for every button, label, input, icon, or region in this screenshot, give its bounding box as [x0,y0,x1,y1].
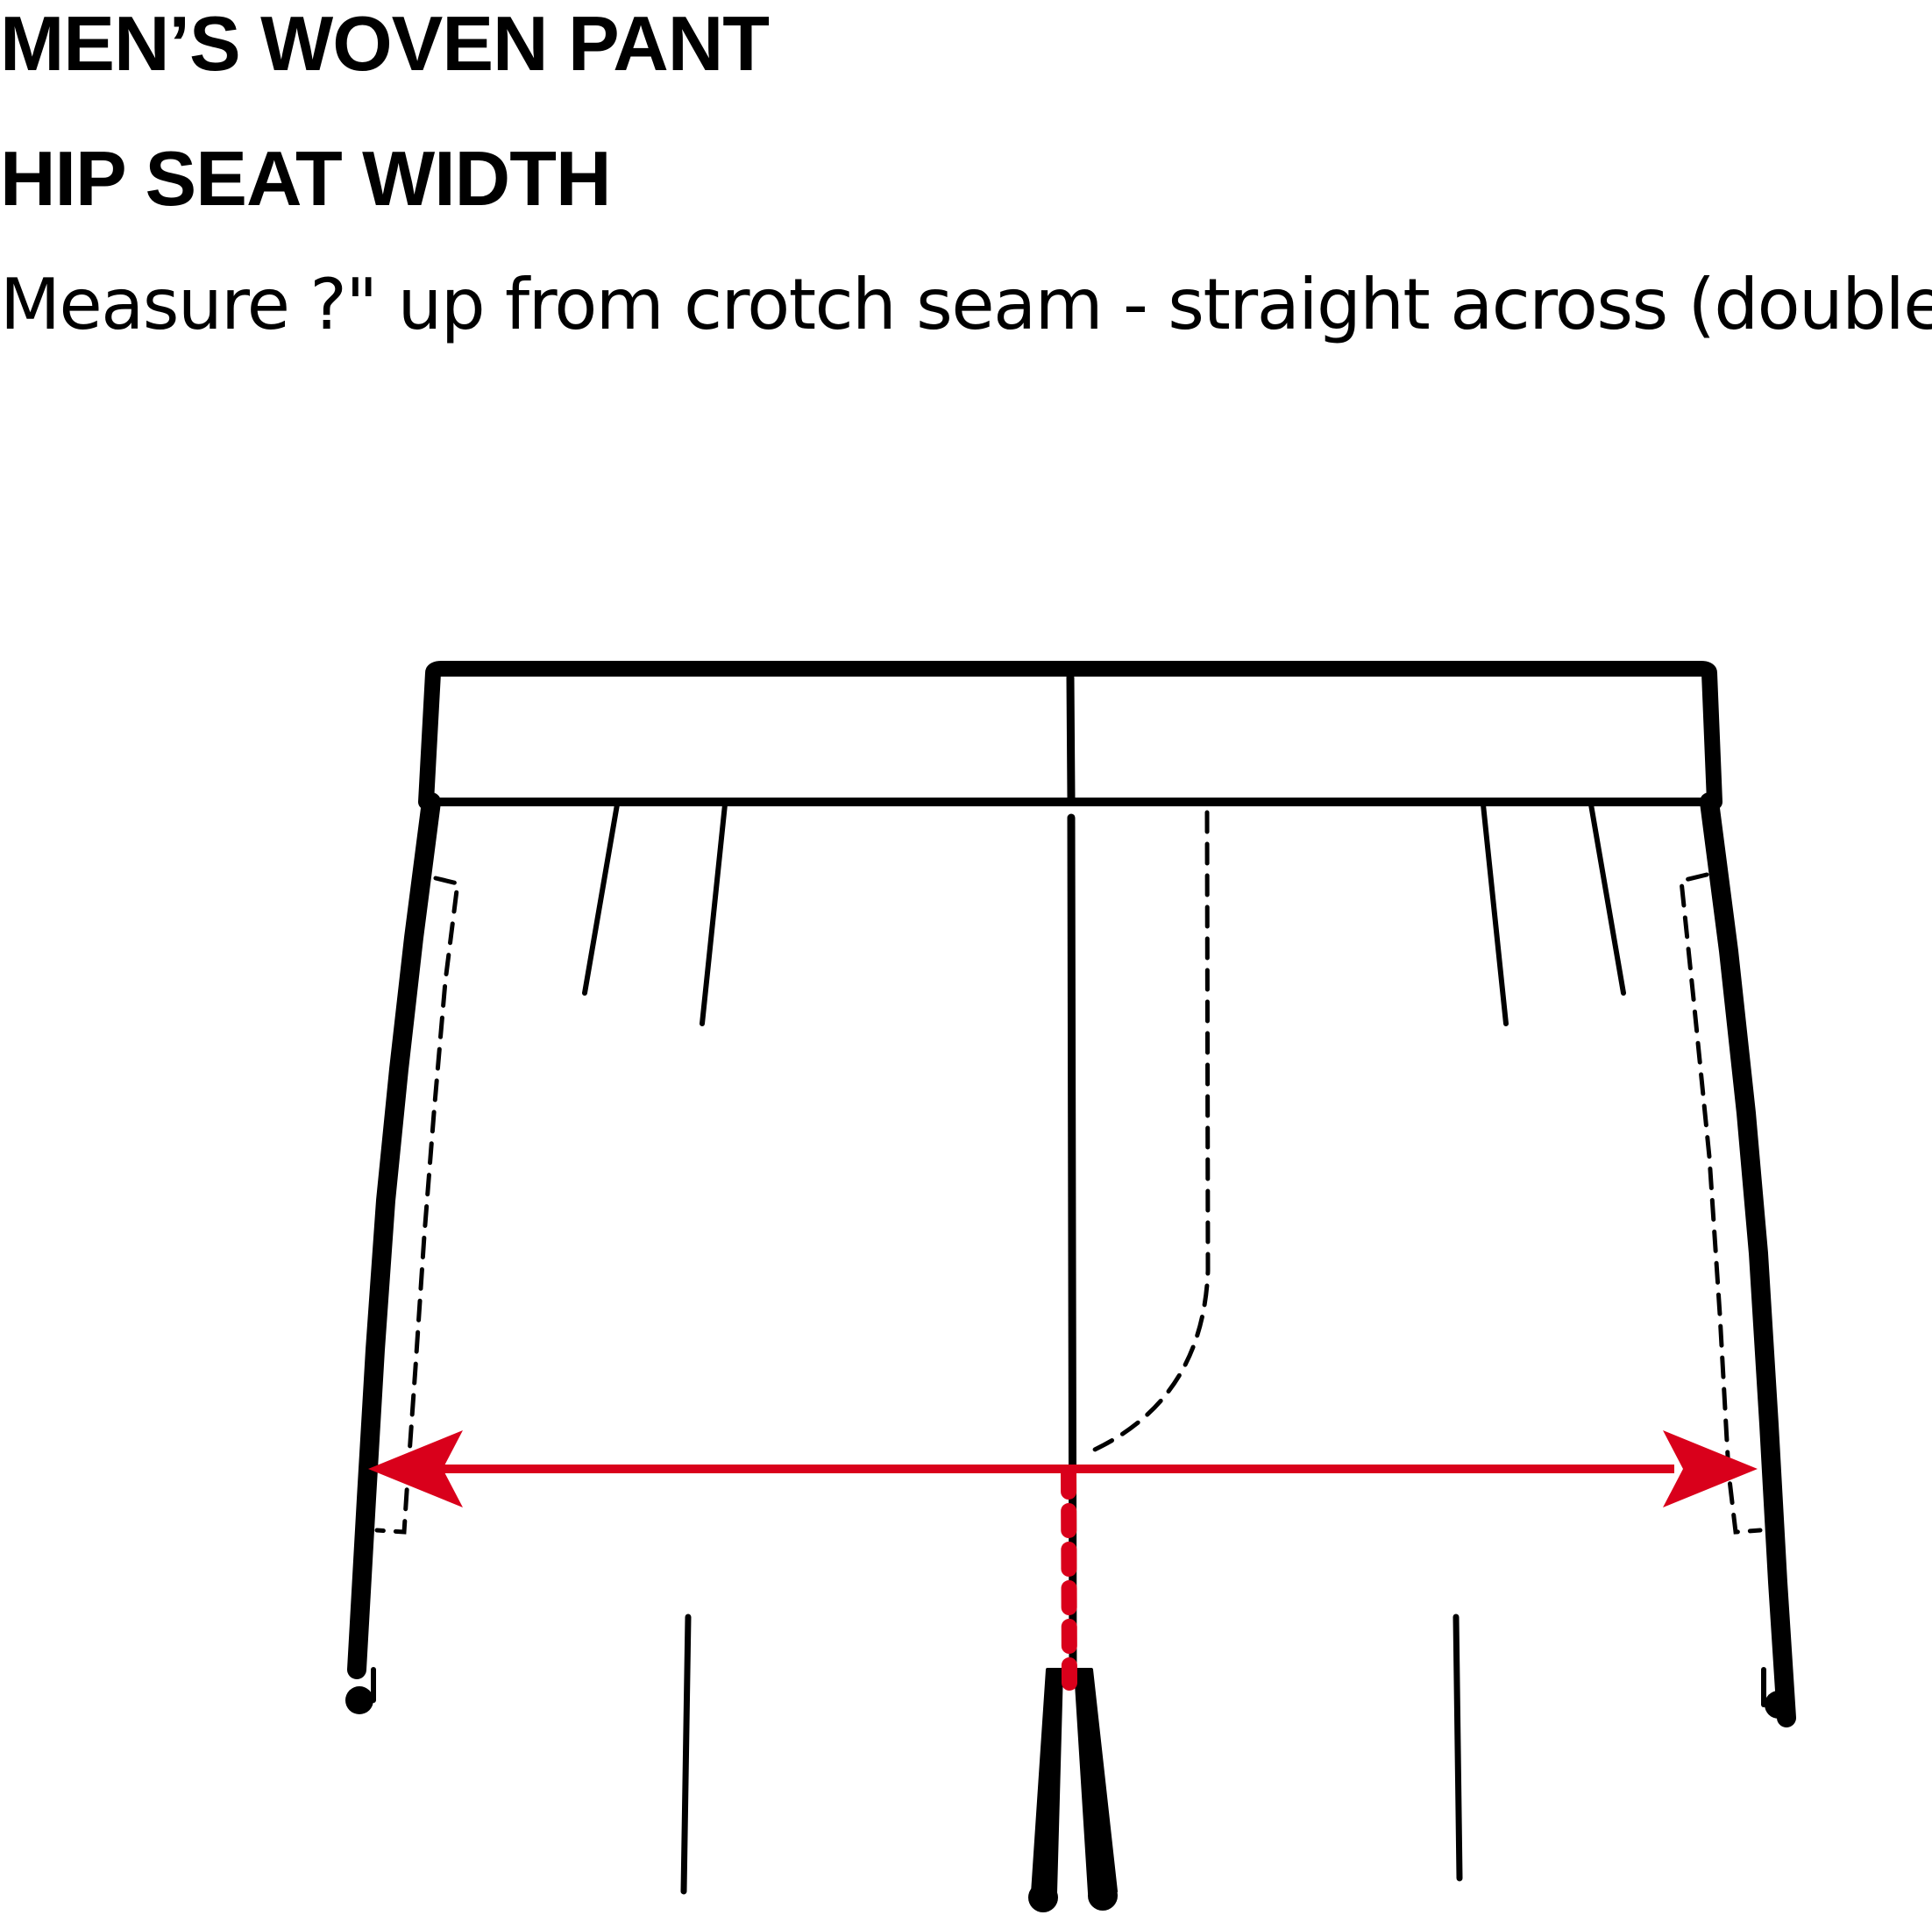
right-leg-crease [1453,1614,1463,1882]
right-inseam [1074,1668,1118,1895]
left-inseam [1031,1668,1063,1895]
right-pleat-inner [1481,802,1509,1026]
garment-title: MEN’S WOVEN PANT [0,0,770,87]
right-pleat-outer [1588,802,1626,996]
left-pocket-stitch [374,876,460,1535]
front-details [582,802,1626,1895]
right-pocket-stitch [1679,872,1763,1535]
left-side-seam [347,792,441,1679]
waistband-outline [418,661,1722,810]
left-leg-crease [680,1614,692,1895]
measurement-title: HIP SEAT WIDTH [0,135,612,222]
right-arrowhead [1663,1430,1758,1507]
left-pleat-outer [582,802,620,996]
left-pleat-inner [700,802,728,1026]
pant-outline [345,792,1796,1727]
left-inseam-end [1028,1883,1058,1912]
waistband [418,661,1722,810]
inseams [1028,1668,1118,1912]
left-arrowhead [368,1430,463,1507]
hip-seat-width-measurement [368,1430,1758,1691]
left-hem-end [345,1686,373,1714]
measurement-instruction: Measure ?" up from crotch seam - straigh… [0,264,1932,345]
fly-topstitch [1084,810,1211,1456]
right-hem-end [1765,1691,1793,1719]
right-inseam-end [1088,1881,1118,1911]
right-side-seam [1700,792,1796,1727]
center-front-waistband [1066,673,1076,802]
topstitching [374,810,1763,1535]
